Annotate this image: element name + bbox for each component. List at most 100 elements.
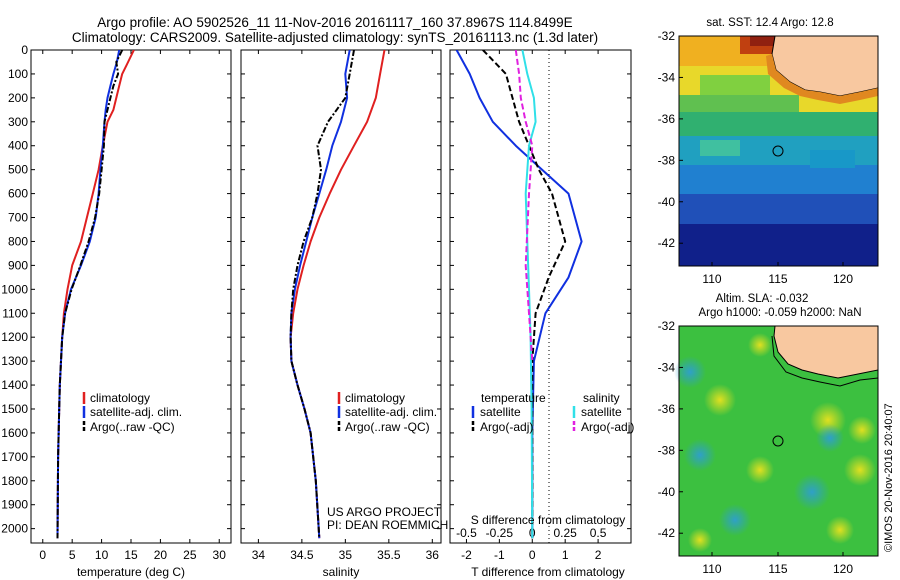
y-tick-label: 1400: [1, 378, 28, 392]
sla-map: [674, 325, 879, 557]
x-tick-label: 35.5: [377, 548, 401, 562]
y-tick-label: 700: [8, 211, 28, 225]
salinity-lines: [289, 50, 386, 539]
difference-axes: -2 -1 0 1 2-0.5 -0.25 0 0.25 0.5: [450, 49, 631, 562]
shelf-contour-sla: [771, 335, 879, 387]
series-line-climatology: [289, 50, 386, 539]
legend-label: satellite: [480, 405, 521, 419]
x-tick-label: 10: [95, 548, 109, 562]
x-tick-label: 25: [183, 548, 197, 562]
y-tick-label: 600: [8, 187, 28, 201]
map-y-tick-label: -32: [658, 29, 676, 43]
temperature-panel-frame: [30, 49, 232, 544]
sla-map-title-1: Altim. SLA: -0.032: [716, 293, 809, 305]
y-tick-label: 1800: [1, 474, 28, 488]
y-tick-label: 1100: [2, 306, 28, 320]
x-tick-label: -2: [461, 548, 472, 562]
title-line-2: Climatology: CARS2009. Satellite-adjuste…: [72, 30, 598, 45]
x-tick-label: 34.5: [290, 548, 314, 562]
y-tick-label: 2000: [1, 522, 28, 536]
map-y-tick-label: -40: [658, 485, 676, 499]
legend-label: Argo(-adj): [581, 420, 634, 434]
map-x-tick-label: 120: [833, 562, 853, 576]
map-y-tick-label: -34: [658, 70, 676, 84]
difference-lines: [455, 50, 583, 539]
argo-location-marker-sla: [772, 435, 784, 447]
x-tick-label: 30: [213, 548, 227, 562]
y-tick-label: 1000: [1, 282, 28, 296]
series-line-temperature-satellite: [455, 50, 583, 539]
legend-label: climatology: [90, 391, 150, 405]
difference-xlabel: T difference from climatology: [471, 565, 625, 579]
y-tick-label: 1600: [1, 426, 28, 440]
y-tick-label: 0: [21, 43, 28, 57]
legend-label: Argo(-adj): [480, 420, 533, 434]
series-line-salinity-argo-adj-: [514, 50, 534, 362]
y-tick-label: 900: [8, 258, 28, 272]
temperature-lines: [56, 50, 135, 539]
map-y-tick-label: -38: [658, 153, 676, 167]
legend-label: satellite-adj. clim.: [345, 405, 437, 419]
difference-panel-frame: [449, 49, 632, 544]
sst-map: [678, 35, 879, 267]
y-tick-label: 1500: [1, 402, 28, 416]
x-tick-label: 2: [595, 548, 602, 562]
sla-map-ticks: -32 -34 -36 -38 -40 -42 110 115 120: [658, 319, 854, 576]
y-tick-label: 300: [8, 115, 28, 129]
argo-location-marker-sst: [772, 145, 784, 157]
map-y-tick-label: -42: [658, 526, 676, 540]
s-tick-label: -0.25: [486, 526, 514, 540]
series-line-argo-raw-qc-: [289, 50, 355, 539]
map-x-tick-label: 115: [768, 562, 787, 576]
temperature-axes: 0100200300400500600700800900100011001200…: [1, 43, 231, 562]
map-y-tick-label: -32: [658, 319, 676, 333]
s-tick-label: 0.5: [590, 526, 607, 540]
legend-group-salinity: salinity: [583, 391, 620, 405]
s-tick-label: 0.25: [554, 526, 578, 540]
map-y-tick-label: -40: [658, 195, 676, 209]
x-tick-label: 36: [426, 548, 440, 562]
s-difference-label: S difference from climatology: [471, 513, 626, 527]
map-y-tick-label: -38: [658, 443, 676, 457]
map-y-tick-label: -42: [658, 236, 676, 250]
title-line-1: Argo profile: AO 5902526_11 11-Nov-2016 …: [97, 15, 572, 30]
sst-map-title: sat. SST: 12.4 Argo: 12.8: [706, 17, 833, 29]
legend-label: climatology: [345, 391, 405, 405]
y-tick-label: 100: [8, 67, 28, 81]
y-tick-label: 500: [8, 163, 28, 177]
y-tick-label: 1700: [1, 450, 28, 464]
legend-label: satellite: [581, 405, 622, 419]
legend-label: Argo(..raw -QC): [90, 420, 175, 434]
s-tick-label: -0.5: [456, 526, 477, 540]
x-tick-label: 0: [39, 548, 46, 562]
x-tick-label: 0: [529, 548, 536, 562]
map-x-tick-label: 110: [702, 562, 721, 576]
x-tick-label: 34: [252, 548, 266, 562]
x-tick-label: 5: [69, 548, 76, 562]
x-tick-label: 35: [339, 548, 353, 562]
map-x-tick-label: 120: [833, 272, 853, 286]
salinity-axes: 34 34.5 35 35.5 36: [241, 49, 441, 562]
legend-label: Argo(..raw -QC): [345, 420, 430, 434]
legend-label: satellite-adj. clim.: [90, 405, 182, 419]
x-tick-label: 20: [154, 548, 168, 562]
y-tick-label: 1200: [1, 330, 28, 344]
sla-map-title-2: Argo h1000: -0.059 h2000: NaN: [698, 307, 861, 319]
series-line-satellite-adj-clim-: [289, 50, 351, 539]
y-tick-label: 800: [8, 234, 28, 248]
map-y-tick-label: -36: [658, 112, 676, 126]
y-tick-label: 400: [8, 139, 28, 153]
series-line-salinity-satellite: [521, 50, 537, 539]
sst-map-ticks: -32 -34 -36 -38 -40 -42 110 115 120: [658, 29, 854, 286]
credit-project: US ARGO PROJECT: [327, 505, 442, 519]
map-x-tick-label: 110: [702, 272, 721, 286]
x-tick-label: 15: [124, 548, 138, 562]
imos-watermark: ©IMOS 20-Nov-2016 20:40:07: [883, 403, 895, 552]
map-x-tick-label: 115: [768, 272, 787, 286]
salinity-legend: climatology satellite-adj. clim. Argo(..…: [337, 391, 437, 434]
temperature-xlabel: temperature (deg C): [77, 565, 185, 579]
map-y-tick-label: -36: [658, 402, 676, 416]
legend-group-temperature: temperature: [481, 391, 546, 405]
y-tick-label: 1300: [1, 354, 28, 368]
